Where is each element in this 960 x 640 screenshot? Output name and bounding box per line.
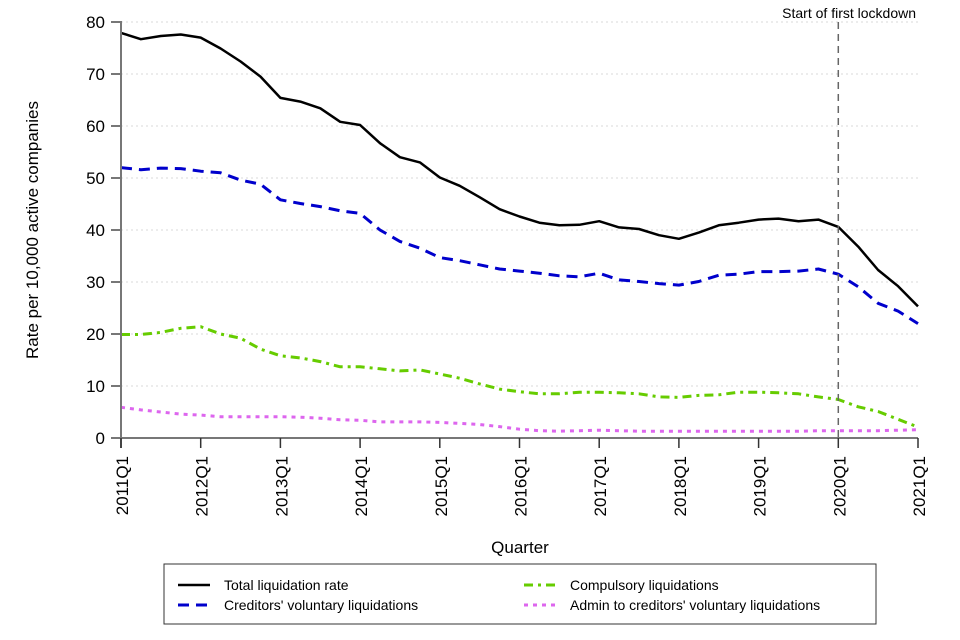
axes (111, 21, 919, 448)
x-tick-label: 2021Q1 (910, 456, 929, 517)
x-tick-label: 2016Q1 (512, 456, 531, 517)
series-line-admin-to-creditors-voluntary-liquidations (120, 405, 919, 433)
x-tick-label: 2011Q1 (113, 456, 132, 515)
legend: Total liquidation rate Creditors' volunta… (163, 563, 877, 625)
x-axis-title: Quarter (491, 538, 549, 557)
lockdown-label: Start of first lockdown (782, 5, 916, 21)
y-tick-label: 20 (86, 325, 105, 344)
y-tick-label: 10 (86, 377, 105, 396)
y-tick-label: 30 (86, 273, 105, 292)
x-tick-label: 2013Q1 (272, 456, 291, 517)
legend-label: Total liquidation rate (224, 577, 349, 593)
x-tick-label: 2015Q1 (432, 456, 451, 517)
y-tick-label: 40 (86, 221, 105, 240)
x-tick-label: 2017Q1 (591, 456, 610, 517)
x-tick-label: 2020Q1 (830, 456, 849, 517)
series-line-total-liquidation-rate (120, 31, 919, 308)
y-tick-label: 50 (86, 169, 105, 188)
annotations: Start of first lockdown (782, 5, 916, 438)
y-axis-title: Rate per 10,000 active companies (23, 101, 42, 359)
x-tick-label: 2018Q1 (671, 456, 690, 517)
legend-label: Compulsory liquidations (570, 577, 719, 593)
gridlines (121, 21, 918, 387)
y-tick-labels: 0 10 20 30 40 50 60 70 80 (86, 13, 105, 448)
y-tick-label: 0 (96, 429, 105, 448)
y-tick-label: 70 (86, 65, 105, 84)
x-tick-label: 2012Q1 (193, 456, 212, 517)
legend-label: Admin to creditors' voluntary liquidatio… (570, 597, 820, 613)
series-lines (120, 31, 919, 433)
y-tick-label: 60 (86, 117, 105, 136)
legend-label: Creditors' voluntary liquidations (224, 597, 418, 613)
legend-box (163, 563, 877, 625)
series-line-creditors-voluntary-liquidations (120, 166, 919, 325)
x-tick-labels: 2011Q1 2012Q1 2013Q1 2014Q1 2015Q1 2016Q1 2017… (113, 456, 929, 517)
y-tick-label: 80 (86, 13, 105, 32)
x-tick-label: 2014Q1 (352, 456, 371, 517)
x-tick-label: 2019Q1 (751, 456, 770, 517)
series-line-compulsory-liquidations (121, 325, 919, 429)
